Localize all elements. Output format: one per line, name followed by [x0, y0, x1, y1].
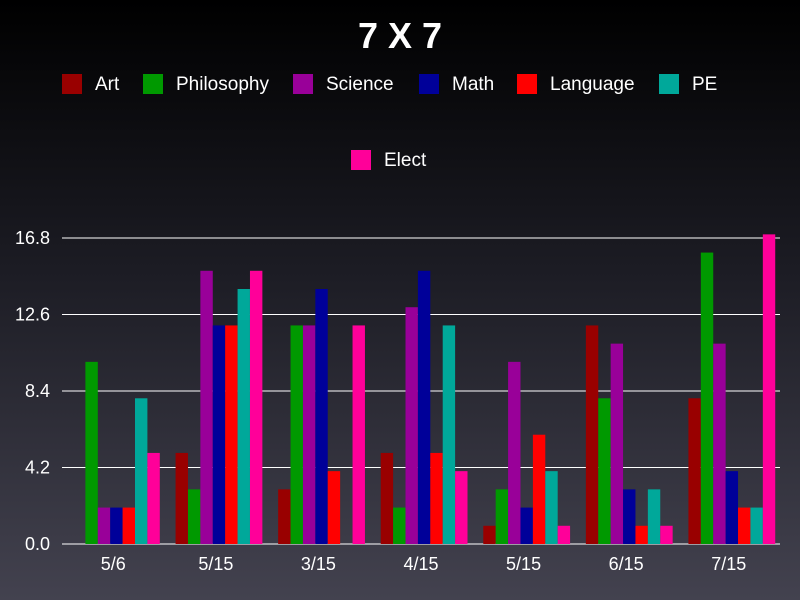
bar-science-1 — [200, 270, 213, 544]
x-tick-label: 3/15 — [301, 554, 336, 574]
x-axis-ticks: 5/6 5/15 3/15 4/15 5/15 6/15 7/15 — [101, 554, 746, 574]
x-tick-label: 4/15 — [403, 554, 438, 574]
bar-science-3 — [405, 307, 418, 544]
x-tick-label: 6/15 — [609, 554, 644, 574]
bar-pe-6 — [750, 507, 763, 544]
bar-elect-4 — [557, 525, 571, 544]
bar-elect-2 — [352, 325, 365, 544]
x-tick-label: 7/15 — [711, 554, 746, 574]
bar-elect-0 — [147, 452, 160, 544]
bar-language-1 — [225, 325, 238, 544]
legend-label-art: Art — [95, 74, 120, 95]
bar-science-0 — [97, 507, 111, 544]
bar-science-6 — [713, 343, 726, 544]
y-tick-label: 12.6 — [15, 305, 50, 325]
bar-pe-3 — [442, 325, 456, 544]
bars — [85, 234, 776, 545]
y-axis-ticks: 0.0 4.2 8.4 12.6 16.8 — [15, 228, 50, 554]
legend-label-language: Language — [550, 74, 635, 95]
y-tick-label: 0.0 — [25, 534, 50, 554]
bar-math-2 — [315, 289, 328, 544]
bar-philosophy-2 — [290, 325, 303, 544]
x-tick-label: 5/15 — [506, 554, 541, 574]
legend-swatch-science — [293, 74, 313, 94]
bar-art-3 — [380, 452, 394, 544]
bar-art-1 — [175, 452, 188, 544]
legend-swatch-philosophy — [143, 74, 163, 94]
bar-pe-0 — [135, 398, 148, 544]
bar-art-6 — [688, 398, 701, 544]
bar-pe-1 — [237, 289, 250, 544]
bar-language-0 — [122, 507, 135, 544]
legend-label-pe: PE — [692, 74, 717, 95]
bar-language-5 — [635, 525, 648, 544]
bar-philosophy-5 — [598, 398, 611, 544]
bar-pe-4 — [545, 471, 558, 544]
bar-art-4 — [483, 525, 496, 544]
legend-swatch-art — [62, 74, 82, 94]
bar-art-5 — [585, 325, 599, 544]
bar-elect-1 — [249, 270, 263, 544]
bar-elect-6 — [762, 234, 776, 544]
legend-label-elect: Elect — [384, 150, 427, 171]
bar-language-6 — [738, 507, 751, 544]
bar-philosophy-3 — [393, 507, 406, 544]
x-tick-label: 5/6 — [101, 554, 126, 574]
bar-philosophy-1 — [187, 489, 201, 544]
bar-math-3 — [417, 270, 431, 544]
y-tick-label: 16.8 — [15, 228, 50, 248]
legend-label-philosophy: Philosophy — [176, 74, 269, 95]
chart-title: 7 X 7 — [358, 15, 442, 56]
bar-language-3 — [430, 452, 443, 544]
legend-swatch-math — [419, 74, 439, 94]
legend-label-science: Science — [326, 74, 394, 95]
bar-math-1 — [212, 325, 226, 544]
legend-swatch-language — [517, 74, 537, 94]
bar-philosophy-0 — [85, 361, 98, 544]
bar-pe-5 — [647, 489, 661, 544]
legend: Art Philosophy Science Math Language PE Elect — [62, 74, 717, 171]
bar-art-2 — [278, 489, 291, 544]
y-tick-label: 8.4 — [25, 381, 50, 401]
bar-science-4 — [508, 361, 521, 544]
legend-label-math: Math — [452, 74, 494, 95]
y-tick-label: 4.2 — [25, 458, 50, 478]
bar-elect-5 — [660, 525, 673, 544]
x-tick-label: 5/15 — [198, 554, 233, 574]
bar-philosophy-4 — [495, 489, 509, 544]
legend-swatch-elect — [351, 150, 371, 170]
bar-math-4 — [520, 507, 533, 544]
bar-science-2 — [302, 325, 316, 544]
legend-swatch-pe — [659, 74, 679, 94]
bar-philosophy-6 — [700, 252, 714, 545]
bar-math-5 — [623, 489, 636, 544]
bar-math-6 — [725, 471, 739, 544]
bar-elect-3 — [455, 471, 468, 544]
bar-science-5 — [610, 343, 624, 544]
bar-language-2 — [327, 471, 341, 544]
bar-math-0 — [110, 507, 123, 544]
bar-language-4 — [532, 434, 546, 544]
